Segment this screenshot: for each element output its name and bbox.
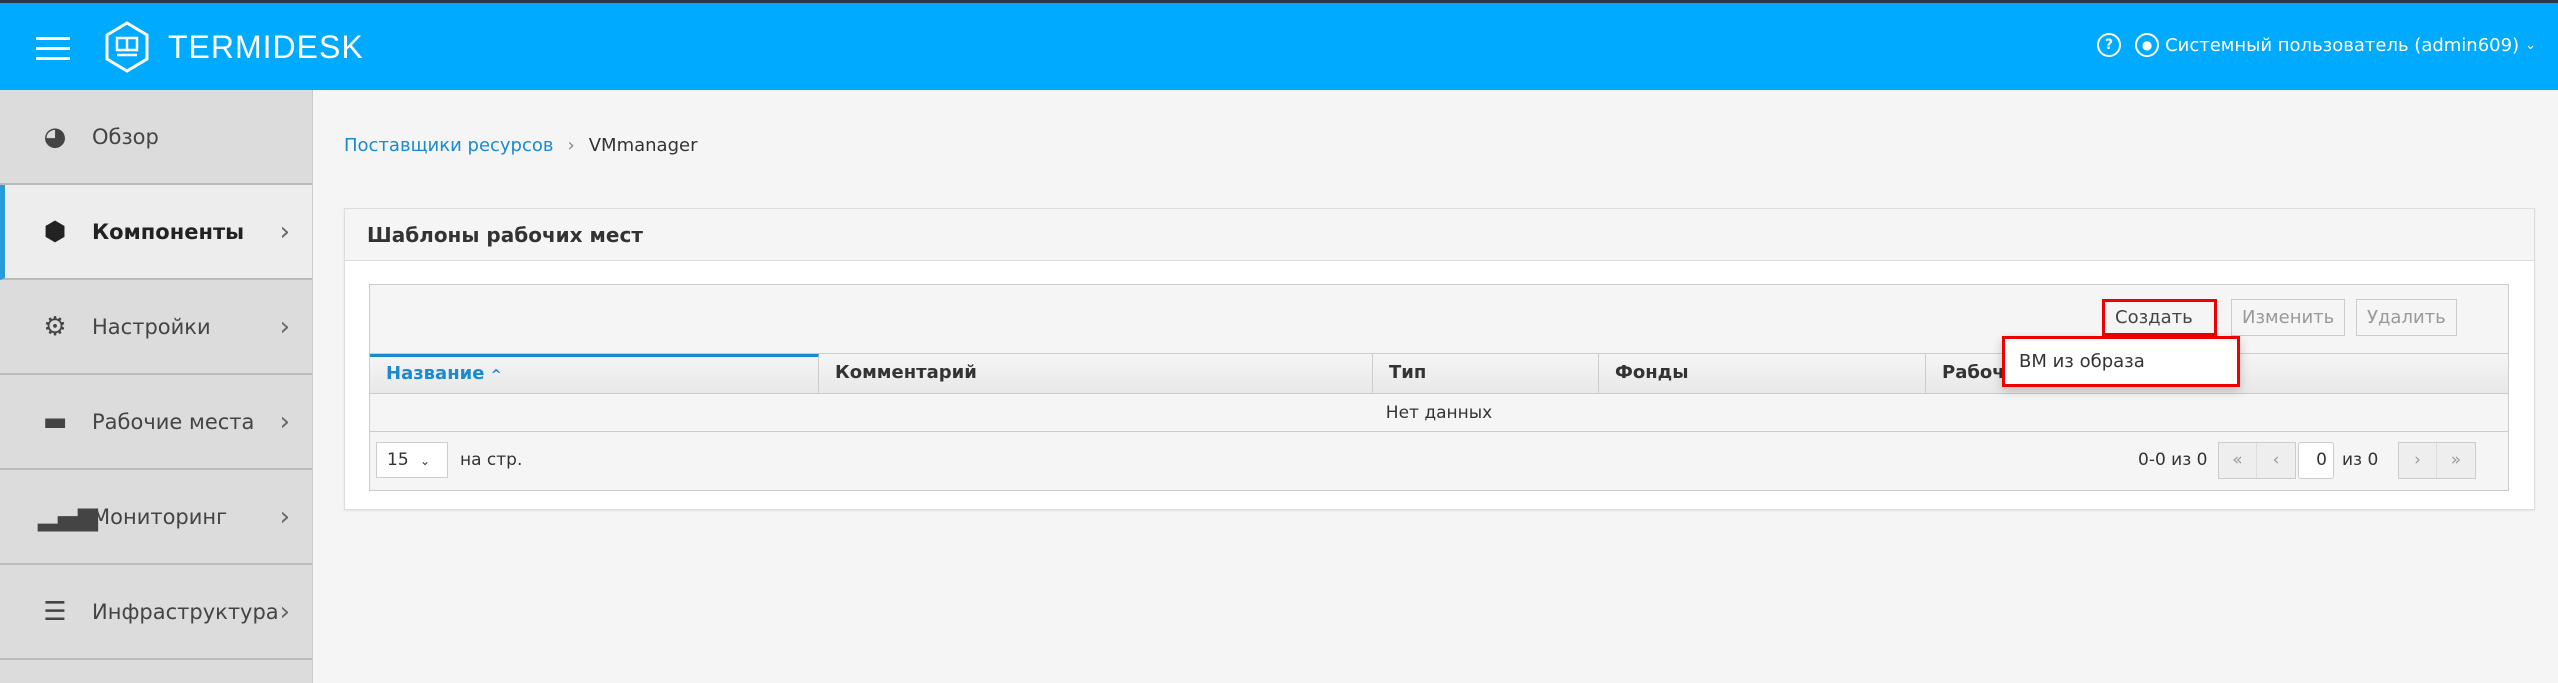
menu-icon[interactable] <box>36 37 70 61</box>
breadcrumb-link[interactable]: Поставщики ресурсов <box>344 135 554 156</box>
column-comment[interactable]: Комментарий <box>819 354 1373 393</box>
page-count: из 0 <box>2342 450 2379 470</box>
edit-button[interactable]: Изменить <box>2231 299 2346 336</box>
last-page-button[interactable]: » <box>2450 450 2462 470</box>
empty-message: Нет данных <box>370 394 2508 432</box>
first-page-button[interactable]: « <box>2219 443 2257 478</box>
sidebar-item-label: Мониторинг <box>92 504 228 529</box>
chevron-down-icon: ⌄ <box>420 454 431 468</box>
top-bar: TERMIDESK ? ● Системный пользователь (ad… <box>0 0 2558 90</box>
sidebar-item-label: Компоненты <box>92 219 245 244</box>
breadcrumb-separator: › <box>567 135 575 156</box>
chevron-right-icon: › <box>279 406 290 437</box>
breadcrumb-current: VMmanager <box>588 135 698 156</box>
sidebar-item-label: Рабочие места <box>92 409 255 434</box>
range-label: 0-0 из 0 <box>2138 450 2208 470</box>
page-size-value: 15 <box>387 450 409 470</box>
sidebar-item-monitoring[interactable]: ▂▄▆ Мониторинг › <box>0 470 312 565</box>
templates-table: Создать ⌄ Изменить Удалить Название ^ Ко… <box>369 284 2509 491</box>
chevron-down-icon: ⌄ <box>2525 37 2536 53</box>
sort-asc-icon: ^ <box>490 368 502 383</box>
logo-text: TERMIDESK <box>168 28 364 65</box>
signal-bars-icon: ▂▄▆ <box>38 501 98 532</box>
sidebar-item-overview[interactable]: ◕ Обзор <box>0 90 312 185</box>
gears-icon: ⚙ <box>43 311 67 342</box>
create-menu-item-vm-from-image[interactable]: ВМ из образа <box>2002 336 2240 387</box>
desktop-icon: ▬ <box>42 406 68 437</box>
logo[interactable]: TERMIDESK <box>104 21 364 73</box>
user-icon: ● <box>2135 33 2160 57</box>
sidebar-item-label: Обзор <box>92 124 159 149</box>
user-name: Системный пользователь (admin609) <box>2165 34 2520 56</box>
create-label: Создать <box>2115 307 2193 328</box>
sidebar-item-settings[interactable]: ⚙ Настройки › <box>0 280 312 375</box>
sidebar: ◕ Обзор ⬢ Компоненты › ⚙ Настройки › ▬ Рабочие… <box>0 90 313 683</box>
user-menu[interactable]: ● Системный пользователь (admin609) ⌄ <box>2135 33 2536 57</box>
page-size-select[interactable]: 15 ⌄ <box>376 442 448 478</box>
column-type[interactable]: Тип <box>1373 354 1599 393</box>
panel-title: Шаблоны рабочих мест <box>345 209 2534 261</box>
pager-prev: «‹ <box>2218 442 2296 479</box>
chevron-right-icon: › <box>279 501 290 532</box>
cubes-icon: ⬢ <box>43 216 67 247</box>
breadcrumb: Поставщики ресурсов › VMmanager <box>344 135 697 156</box>
chevron-right-icon: › <box>279 311 290 342</box>
sidebar-item-components[interactable]: ⬢ Компоненты › <box>0 185 312 280</box>
create-button[interactable]: Создать ⌄ <box>2102 299 2217 357</box>
column-name[interactable]: Название ^ <box>370 354 819 393</box>
sidebar-item-workplaces[interactable]: ▬ Рабочие места › <box>0 375 312 470</box>
column-pools[interactable]: Фонды <box>1599 354 1926 393</box>
prev-page-button[interactable]: ‹ <box>2272 450 2280 470</box>
next-page-button[interactable]: › <box>2399 443 2437 478</box>
chevron-right-icon: › <box>279 596 290 627</box>
chevron-right-icon: › <box>279 216 290 247</box>
templates-panel: Шаблоны рабочих мест Создать ⌄ Изменить … <box>344 208 2535 510</box>
server-icon: ☰ <box>43 596 67 627</box>
table-toolbar: Создать ⌄ Изменить Удалить <box>370 285 2508 357</box>
per-page-label: на стр. <box>460 450 523 470</box>
pager-next: ›» <box>2398 442 2476 479</box>
sidebar-item-label: Инфраструктура <box>92 599 279 624</box>
help-icon[interactable]: ? <box>2097 33 2122 57</box>
sidebar-item-infrastructure[interactable]: ☰ Инфраструктура › <box>0 565 312 660</box>
logo-icon <box>105 21 149 73</box>
table-footer: 15 ⌄ на стр. 0-0 из 0 «‹ 0 из 0 ›» <box>370 432 2508 490</box>
page-input[interactable]: 0 <box>2298 442 2334 479</box>
dashboard-icon: ◕ <box>43 121 67 152</box>
column-label: Название <box>386 363 485 384</box>
sidebar-item-label: Настройки <box>92 314 211 339</box>
delete-button[interactable]: Удалить <box>2356 299 2457 336</box>
